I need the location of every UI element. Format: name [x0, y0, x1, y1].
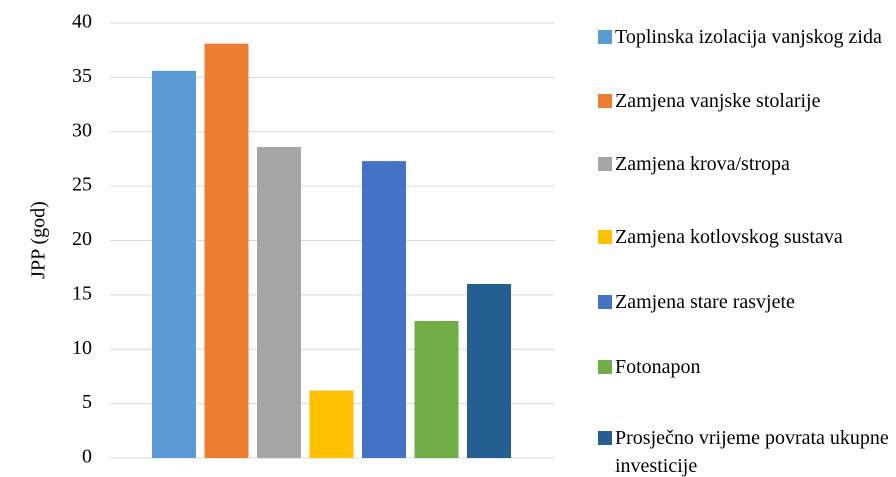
legend-swatch [598, 360, 612, 374]
legend-label: Toplinska izolacija vanjskog zida [615, 26, 882, 48]
bar [257, 146, 301, 458]
legend-swatch [598, 94, 612, 108]
y-tick-label: 5 [82, 391, 92, 413]
legend-swatch [598, 157, 612, 171]
legend-label: Zamjena stare rasvjete [615, 291, 795, 313]
y-tick-label: 0 [82, 446, 92, 468]
chart: JPP (god) 0 5 10 15 20 25 30 35 40 [28, 11, 555, 468]
legend-label: Zamjena kotlovskog sustava [615, 226, 843, 248]
bar [414, 320, 459, 458]
y-tick-label: 30 [72, 119, 92, 141]
legend-swatch [598, 30, 612, 44]
y-tick-label: 15 [72, 282, 92, 304]
legend-swatch [598, 230, 612, 244]
y-tick-label: 20 [72, 228, 92, 250]
legend-label: Fotonapon [615, 356, 701, 378]
y-axis-title: JPP (god) [28, 201, 50, 279]
bar [309, 390, 354, 458]
legend-label: Prosječno vrijeme povrata ukupne investi… [615, 427, 889, 477]
bar [362, 161, 406, 459]
legend-swatch [598, 431, 612, 445]
y-tick-label: 10 [72, 337, 92, 359]
legend-label: Zamjena vanjske stolarije [615, 90, 821, 112]
y-tick-label: 35 [72, 65, 92, 87]
legend-label: Zamjena krova/stropa [615, 153, 790, 175]
y-tick-label: 40 [72, 11, 92, 33]
legend-swatch [598, 295, 612, 309]
bar [467, 284, 511, 458]
bar [152, 70, 196, 458]
bar [204, 43, 249, 458]
y-tick-label: 25 [72, 174, 92, 196]
